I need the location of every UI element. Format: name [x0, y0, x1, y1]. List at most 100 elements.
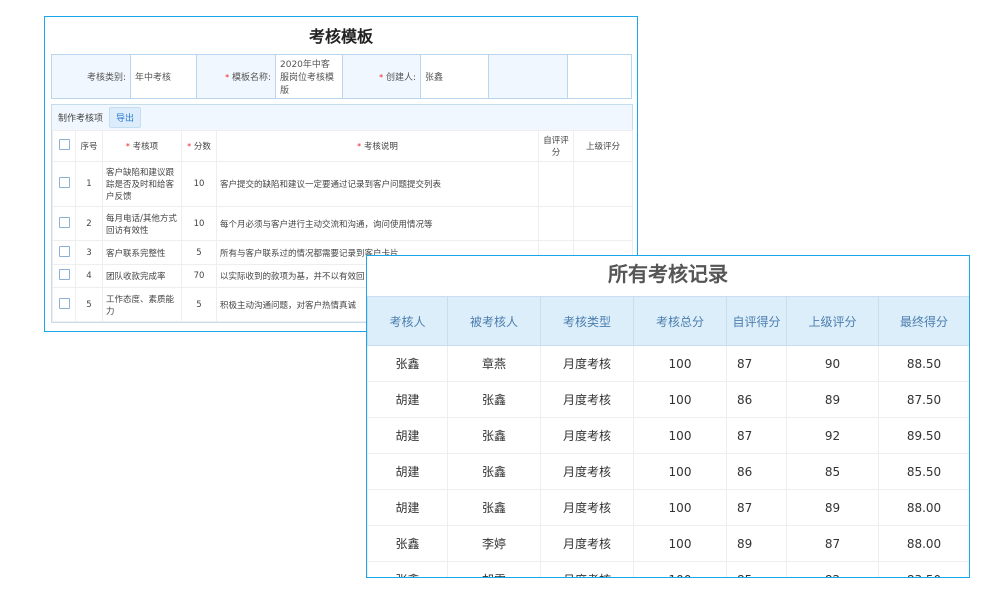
record-cell: 100: [633, 417, 727, 454]
record-cell: 89: [786, 489, 879, 526]
record-cell: 张鑫: [447, 417, 541, 454]
item-row: 2 每月电话/其他方式回访有效性 10 每个月必须与客户进行主动交流和沟通，询问…: [52, 206, 633, 241]
col-header: 考核项: [132, 142, 159, 152]
item-no: 3: [75, 240, 103, 265]
record-row: 张鑫胡雪月度考核100858283.50: [367, 561, 969, 577]
record-cell: 100: [633, 381, 727, 418]
record-row: 张鑫 章燕 月度考核 100 87 90 88.50: [367, 345, 969, 382]
item-score: 10: [181, 206, 217, 241]
item-score: 70: [181, 264, 217, 288]
col-header: 自评得分: [726, 296, 787, 346]
name-field[interactable]: 2020年中客服岗位考核模版: [275, 54, 343, 99]
template-panel: 考核模板 考核类别: 年中考核 * 模板名称: 2020年中客服岗位考核模版 *…: [44, 16, 638, 332]
record-cell: 胡建: [367, 381, 448, 418]
self-score-cell[interactable]: [538, 161, 574, 207]
record-cell: 张鑫: [447, 381, 541, 418]
category-label: 考核类别:: [86, 73, 126, 83]
col-header: 考核人: [367, 296, 448, 346]
row-checkbox[interactable]: [58, 177, 70, 188]
item-no: 1: [75, 161, 103, 207]
creator-field[interactable]: 张鑫: [420, 54, 489, 99]
template-info: 考核类别: 年中考核 * 模板名称: 2020年中客服岗位考核模版 * 创建人:…: [51, 54, 632, 99]
item-score: 5: [181, 287, 217, 322]
export-button[interactable]: 导出: [109, 107, 142, 128]
col-header: 最终得分: [878, 296, 969, 346]
record-cell: 89.50: [878, 417, 969, 454]
item-desc: 客户提交的缺陷和建议一定要通过记录到客户问题提交列表: [216, 161, 539, 207]
row-checkbox[interactable]: [58, 245, 70, 257]
category-field[interactable]: 年中考核: [130, 54, 197, 99]
record-cell: 张鑫: [367, 525, 448, 562]
records-panel: 所有考核记录 考核人 被考核人 考核类型 考核总分 自评得分 上级评分 最终得分 张鑫 章燕月…: [366, 255, 970, 578]
item-name: 工作态度、素质能力: [102, 287, 182, 322]
items-grid: 制作考核项 导出 序号 * 考核项 * 分数 * 考核说明 自评评分 上级评分 1…: [51, 104, 633, 323]
item-no: 2: [75, 206, 103, 241]
record-cell: 胡建: [367, 489, 448, 526]
record-cell: 月度考核: [540, 381, 634, 418]
record-cell: 89: [786, 381, 879, 418]
record-cell: 胡建: [367, 453, 448, 490]
required-icon: *: [379, 73, 384, 82]
row-checkbox[interactable]: [58, 269, 70, 280]
record-cell: 100: [633, 561, 727, 577]
required-icon: *: [187, 142, 192, 151]
record-row: 胡建 张鑫 月度考核 100 87 89 88.00: [367, 489, 969, 526]
record-cell: 张鑫: [447, 489, 541, 526]
record-cell: 月度考核: [540, 561, 634, 577]
record-cell: 章燕: [447, 345, 541, 382]
item-desc: 每个月必须与客户进行主动交流和沟通，询问使用情况等: [216, 206, 539, 241]
col-header: 上级评分: [573, 130, 633, 162]
item-no: 4: [75, 264, 103, 288]
col-header: 自评评分: [538, 130, 574, 162]
record-cell: 100: [633, 453, 727, 490]
col-header: 上级评分: [786, 296, 879, 346]
record-cell: 89: [726, 525, 787, 562]
record-cell: 月度考核: [540, 489, 634, 526]
record-cell: 张鑫: [447, 453, 541, 490]
record-cell: 85: [726, 561, 787, 577]
record-cell: 月度考核: [540, 525, 634, 562]
item-name: 客户联系完整性: [102, 240, 182, 265]
records-table: 考核人 被考核人 考核类型 考核总分 自评得分 上级评分 最终得分 张鑫 章燕 月度考核 100 8…: [367, 296, 969, 577]
select-all-checkbox[interactable]: [58, 139, 70, 150]
item-name: 每月电话/其他方式回访有效性: [102, 206, 182, 241]
row-checkbox[interactable]: [58, 216, 70, 228]
record-cell: 82: [786, 561, 879, 577]
required-icon: *: [125, 142, 130, 151]
required-icon: *: [225, 73, 230, 82]
record-cell: 87: [726, 417, 787, 454]
record-cell: 85.50: [878, 453, 969, 490]
record-cell: 85: [786, 453, 879, 490]
col-header: 序号: [75, 130, 103, 162]
item-score: 10: [181, 161, 217, 207]
record-cell: 88.00: [878, 525, 969, 562]
row-checkbox[interactable]: [58, 297, 70, 309]
col-header: 被考核人: [447, 296, 541, 346]
name-label: 模板名称:: [231, 73, 271, 83]
record-cell: 李婷: [447, 525, 541, 562]
record-cell: 月度考核: [540, 453, 634, 490]
record-cell: 月度考核: [540, 345, 634, 382]
toolbar-label: 制作考核项: [58, 114, 104, 124]
manager-score-cell[interactable]: [573, 161, 633, 207]
item-row: 1 客户缺陷和建议跟踪是否及时和给客户反馈 10 客户提交的缺陷和建议一定要通过…: [52, 161, 633, 207]
record-cell: 92: [786, 417, 879, 454]
item-score: 5: [181, 240, 217, 265]
record-cell: 100: [633, 489, 727, 526]
record-row: 张鑫 李婷 月度考核 100 89 87 88.00: [367, 525, 969, 562]
record-cell: 月度考核: [540, 417, 634, 454]
record-cell: 胡雪: [447, 561, 541, 577]
record-cell: 88.50: [878, 345, 969, 382]
manager-score-cell[interactable]: [573, 206, 633, 241]
col-header: 考核说明: [363, 142, 398, 152]
record-cell: 100: [633, 345, 727, 382]
self-score-cell[interactable]: [538, 206, 574, 241]
record-cell: 90: [786, 345, 879, 382]
record-cell: 87: [726, 489, 787, 526]
item-name: 团队收款完成率: [102, 264, 182, 288]
record-cell: 83.50: [878, 561, 969, 577]
record-cell: 张鑫: [367, 345, 448, 382]
record-cell: 87.50: [878, 381, 969, 418]
record-row: 胡建 张鑫 月度考核 100 86 85 85.50: [367, 453, 969, 490]
creator-label: 创建人:: [385, 73, 416, 83]
